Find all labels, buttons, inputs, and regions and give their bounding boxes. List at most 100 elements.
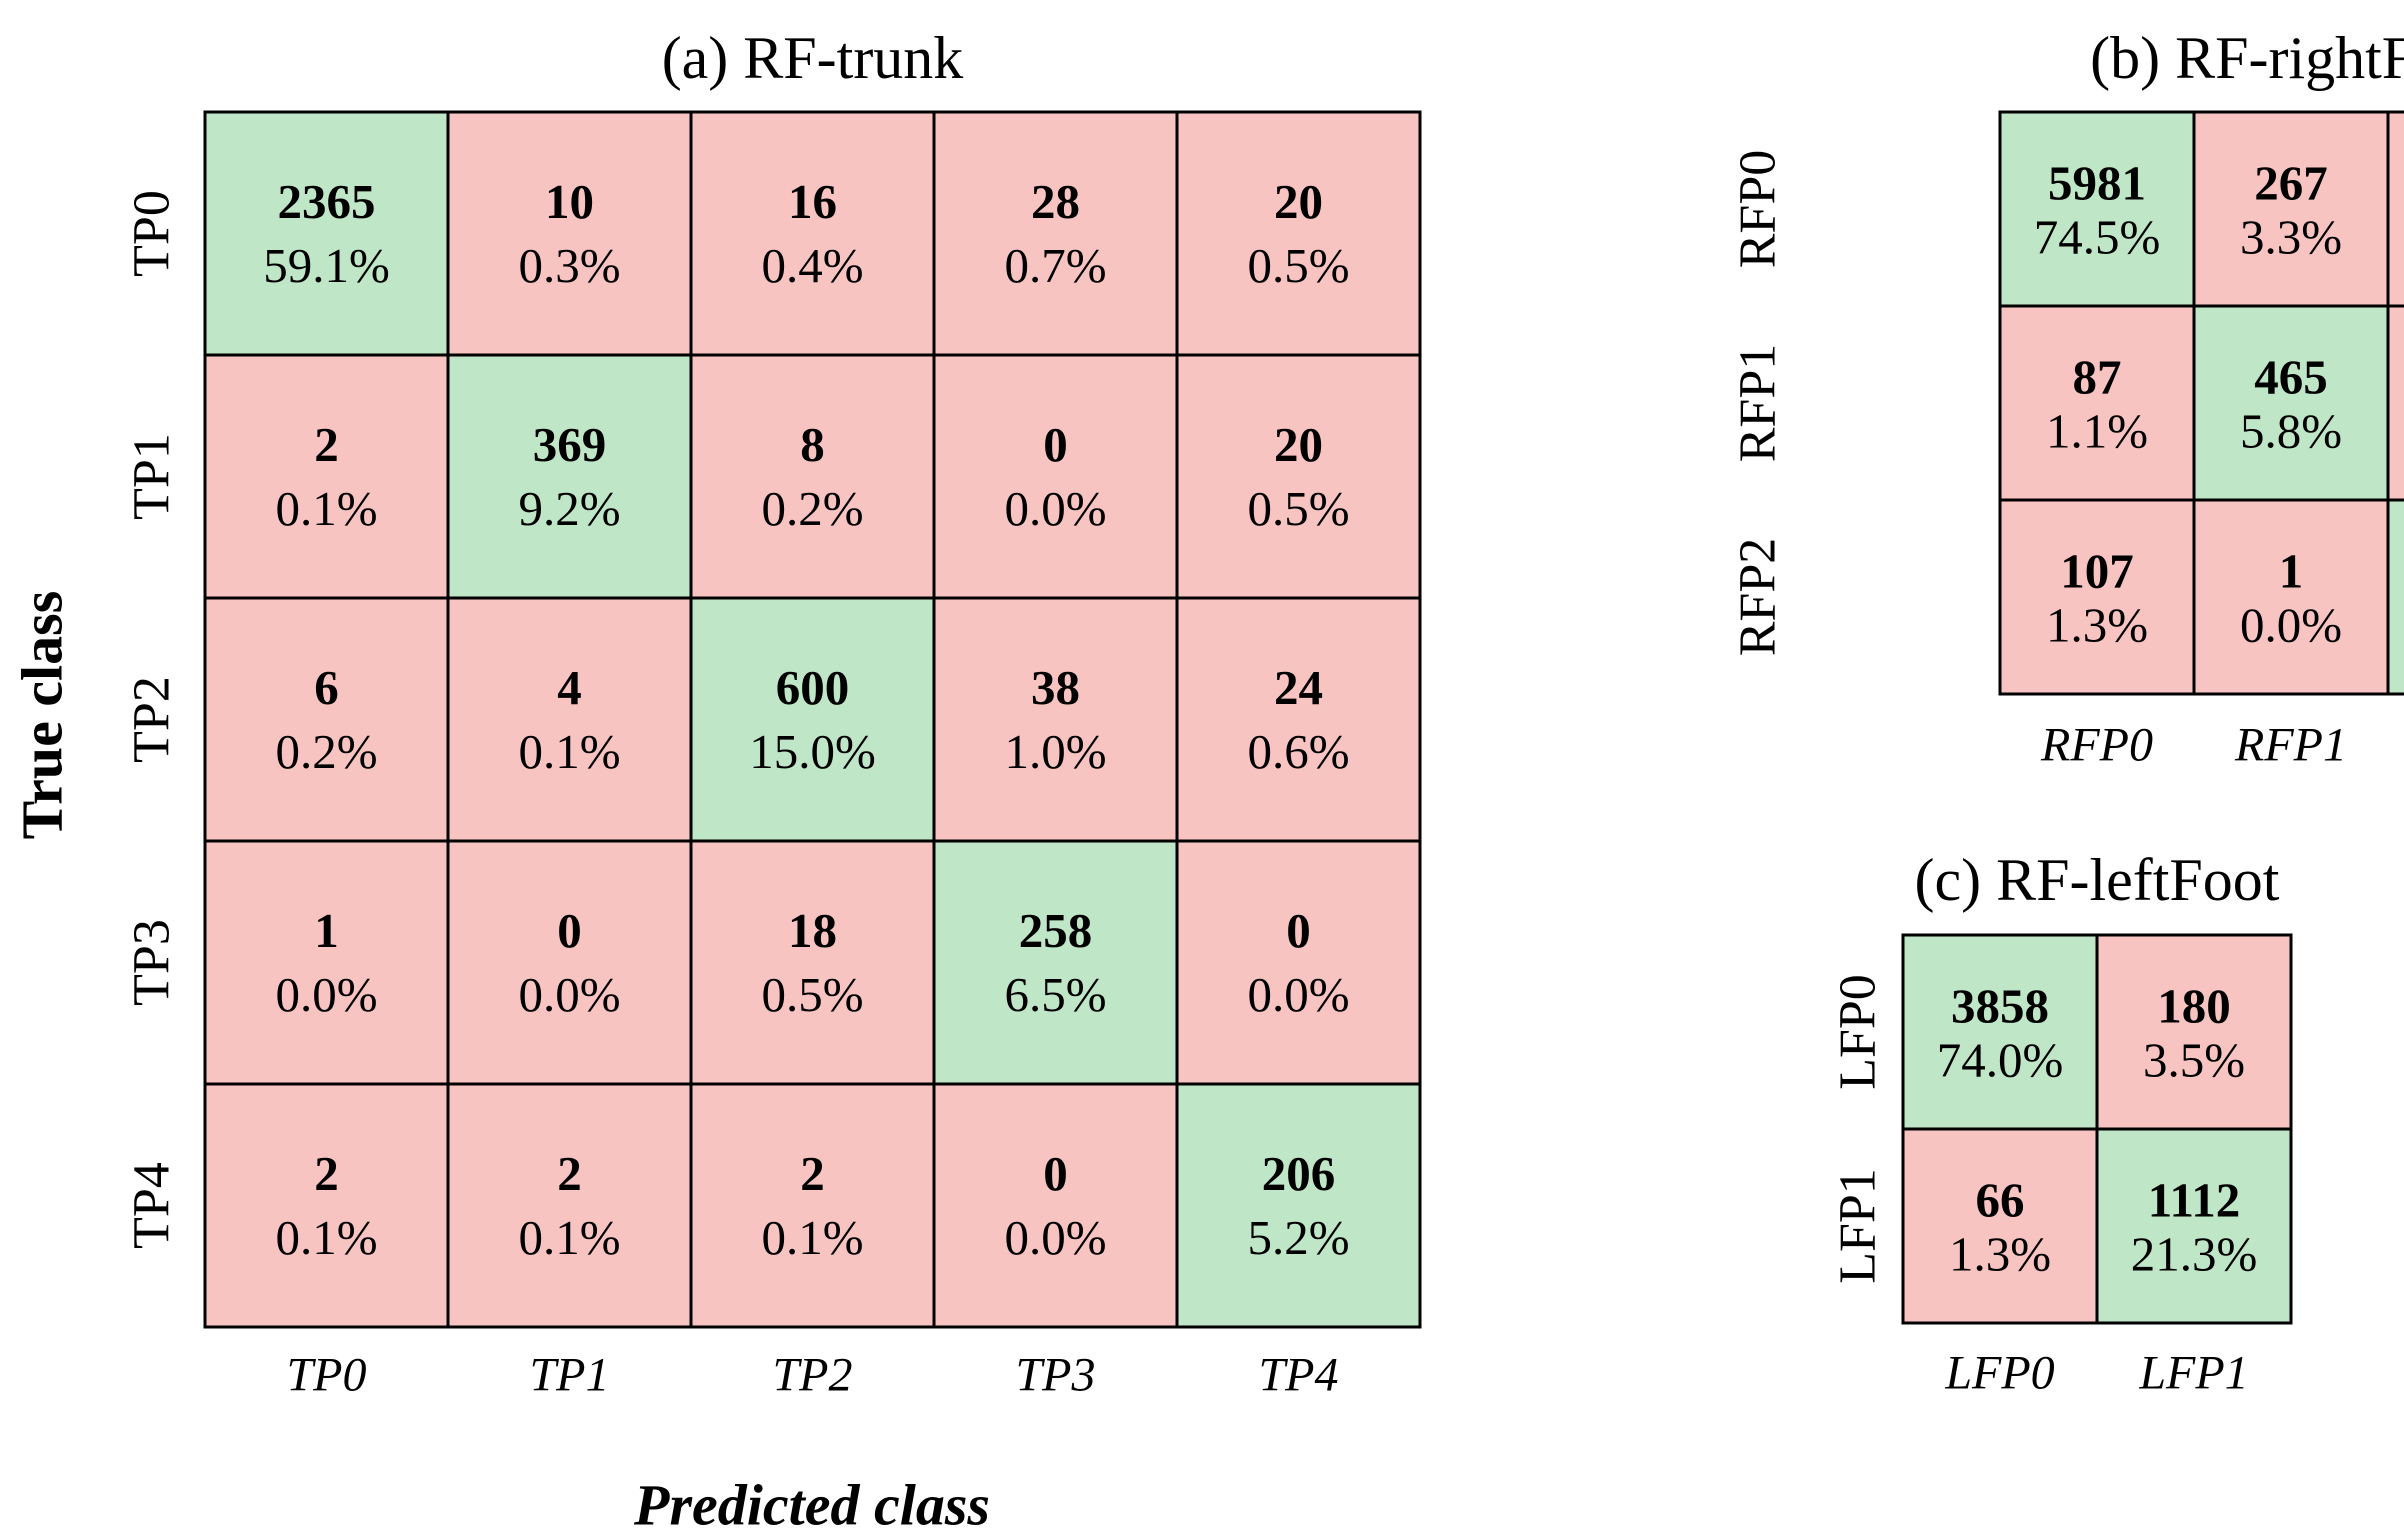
x-tick-label: TP4 bbox=[1258, 1349, 1338, 1402]
cell-count: 2365 bbox=[278, 174, 376, 229]
confusion-matrix-2: (c) RF-leftFoot385874.0%1803.5%661.3%111… bbox=[1830, 847, 2293, 1400]
cell-count: 1 bbox=[314, 903, 339, 958]
cell-count: 20 bbox=[1274, 174, 1323, 229]
cell-correct-bg bbox=[203, 110, 450, 357]
cell-count: 0 bbox=[1286, 903, 1311, 958]
cell-count: 87 bbox=[2073, 350, 2122, 405]
cell-percent: 0.5% bbox=[1247, 481, 1349, 536]
cell-count: 10 bbox=[545, 174, 594, 229]
cell-correct-bg bbox=[446, 353, 693, 600]
cell-percent: 0.0% bbox=[2240, 598, 2342, 653]
cell-count: 180 bbox=[2157, 979, 2231, 1034]
cell-correct-bg bbox=[2095, 1127, 2293, 1325]
cell-count: 206 bbox=[1262, 1146, 1336, 1201]
cell-incorrect-bg bbox=[1901, 1127, 2099, 1325]
cell-percent: 1.1% bbox=[2046, 404, 2148, 459]
cell-correct-bg bbox=[2386, 498, 2404, 696]
cell-percent: 1.0% bbox=[1004, 724, 1106, 779]
cell-incorrect-bg bbox=[1998, 304, 2196, 502]
cell-percent: 74.0% bbox=[1937, 1033, 2064, 1088]
cell-incorrect-bg bbox=[932, 596, 1179, 843]
cell-percent: 3.3% bbox=[2240, 210, 2342, 265]
cell-incorrect-bg bbox=[689, 110, 936, 357]
cell-correct-bg bbox=[689, 596, 936, 843]
cell-count: 107 bbox=[2060, 544, 2134, 599]
matrix-cell: 5446.8% bbox=[2386, 110, 2404, 308]
y-tick-label: TP0 bbox=[124, 190, 181, 277]
y-tick-label: RFP2 bbox=[1730, 538, 1787, 657]
cell-incorrect-bg bbox=[2095, 933, 2293, 1131]
matrix-cell: 0 0.0% bbox=[932, 1082, 1179, 1329]
cell-count: 38 bbox=[1031, 660, 1080, 715]
cell-correct-bg bbox=[1175, 1082, 1422, 1329]
cell-incorrect-bg bbox=[2192, 110, 2390, 308]
cell-count: 2 bbox=[314, 1146, 339, 1201]
matrix-cell: 2 0.1% bbox=[203, 1082, 450, 1329]
x-tick-label: RFP1 bbox=[2234, 719, 2347, 772]
cell-incorrect-bg bbox=[1175, 110, 1422, 357]
matrix-cell: 5376.7% bbox=[2386, 498, 2404, 696]
y-tick-label: RFP0 bbox=[1730, 150, 1787, 269]
cell-incorrect-bg bbox=[203, 839, 450, 1086]
matrix-cell: 0 0.0% bbox=[446, 839, 693, 1086]
y-tick-label: TP3 bbox=[124, 919, 181, 1006]
matrix-cell: 8 0.2% bbox=[689, 353, 936, 600]
cell-percent: 0.1% bbox=[518, 724, 620, 779]
matrix-cell: 18 0.5% bbox=[689, 839, 936, 1086]
cell-incorrect-bg bbox=[446, 839, 693, 1086]
x-tick-label: TP1 bbox=[529, 1349, 609, 1402]
cell-percent: 0.1% bbox=[275, 481, 377, 536]
matrix-cell: 600 15.0% bbox=[689, 596, 936, 843]
matrix-cell: 6 0.2% bbox=[203, 596, 450, 843]
cell-count: 4 bbox=[557, 660, 582, 715]
matrix-cell: 2 0.1% bbox=[689, 1082, 936, 1329]
cell-percent: 0.1% bbox=[518, 1210, 620, 1265]
cell-count: 2 bbox=[314, 417, 339, 472]
cell-percent: 0.0% bbox=[518, 967, 620, 1022]
matrix-cell: 20 0.5% bbox=[1175, 353, 1422, 600]
cell-count: 66 bbox=[1976, 1173, 2025, 1228]
matrix-title: (b) RF-rightFoot bbox=[2090, 25, 2404, 91]
cell-count: 24 bbox=[1274, 660, 1323, 715]
cell-incorrect-bg bbox=[2386, 304, 2404, 502]
y-tick-label: RFP1 bbox=[1730, 344, 1787, 463]
cell-count: 1112 bbox=[2148, 1173, 2241, 1228]
y-tick-label: TP1 bbox=[124, 433, 181, 520]
cell-count: 28 bbox=[1031, 174, 1080, 229]
cell-percent: 0.7% bbox=[1004, 238, 1106, 293]
cell-percent: 0.2% bbox=[761, 481, 863, 536]
matrix-cell: 661.3% bbox=[1901, 1127, 2099, 1325]
cell-percent: 15.0% bbox=[749, 724, 876, 779]
cell-percent: 0.0% bbox=[1004, 481, 1106, 536]
cell-count: 0 bbox=[1043, 1146, 1068, 1201]
cell-count: 16 bbox=[788, 174, 837, 229]
cell-count: 18 bbox=[788, 903, 837, 958]
matrix-cell: 350.4% bbox=[2386, 304, 2404, 502]
cell-percent: 1.3% bbox=[2046, 598, 2148, 653]
y-axis-label: True class bbox=[10, 591, 75, 840]
cell-incorrect-bg bbox=[689, 353, 936, 600]
cell-count: 20 bbox=[1274, 417, 1323, 472]
matrix-cell: 28 0.7% bbox=[932, 110, 1179, 357]
cell-percent: 5.8% bbox=[2240, 404, 2342, 459]
y-tick-label: LFP0 bbox=[1830, 974, 1887, 1090]
cell-count: 369 bbox=[533, 417, 607, 472]
cell-count: 465 bbox=[2254, 350, 2328, 405]
cell-percent: 0.1% bbox=[761, 1210, 863, 1265]
cell-correct-bg bbox=[2192, 304, 2390, 502]
matrix-cell: 1 0.0% bbox=[203, 839, 450, 1086]
cell-percent: 1.3% bbox=[1949, 1227, 2051, 1282]
cell-percent: 0.5% bbox=[1247, 238, 1349, 293]
x-tick-label: TP2 bbox=[772, 1349, 852, 1402]
matrix-cell: 10 0.3% bbox=[446, 110, 693, 357]
matrix-cell: 16 0.4% bbox=[689, 110, 936, 357]
cell-incorrect-bg bbox=[689, 839, 936, 1086]
cell-percent: 0.2% bbox=[275, 724, 377, 779]
cell-incorrect-bg bbox=[932, 353, 1179, 600]
matrix-cell: 258 6.5% bbox=[932, 839, 1179, 1086]
matrix-cell: 871.1% bbox=[1998, 304, 2196, 502]
